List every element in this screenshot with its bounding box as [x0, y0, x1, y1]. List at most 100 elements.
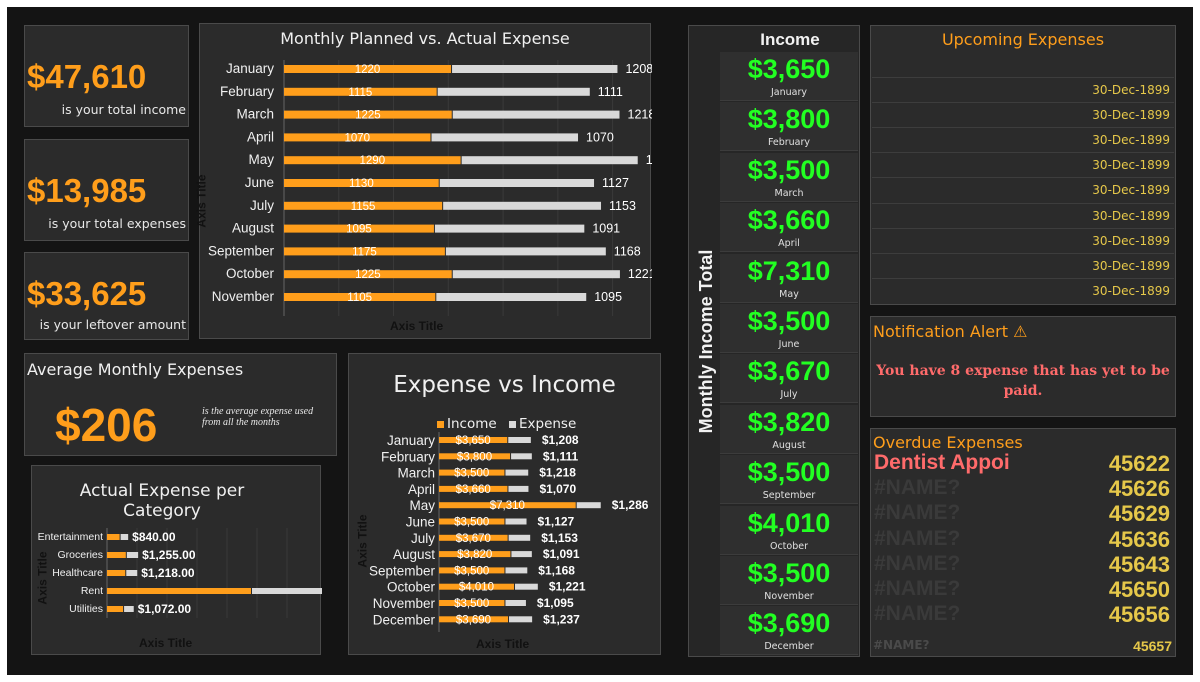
chart1-actual-label: 1070 [586, 130, 614, 144]
income-cell: $3,500 March [720, 152, 858, 202]
chart2-income-label: $3,800 [457, 451, 492, 463]
income-cell-value: $3,500 [747, 154, 831, 185]
income-cell: $3,670 July [720, 354, 858, 404]
chart2-expense-bar [514, 583, 538, 590]
chart2-expense-bar [576, 502, 601, 509]
chart3-y-axis-title: Axis Title [35, 551, 50, 605]
chart1-title: Monthly Planned vs. Actual Expense [280, 29, 570, 48]
chart3-bar-actual [107, 588, 251, 594]
chart1-actual-bar [461, 156, 638, 165]
chart3-category-label: Entertainment [38, 531, 103, 543]
chart2-category-label: January [387, 433, 435, 448]
chart2-expense-bar [505, 600, 526, 606]
overdue-expense-name: Dentist Appoi [874, 451, 1010, 474]
total-expenses-value: $13,985 [27, 172, 147, 209]
overdue-expense-number: 45656 [1108, 602, 1170, 628]
chart1-category-label: March [236, 107, 274, 122]
chart3-x-axis-title: Axis Title [139, 636, 193, 650]
warning-icon: ⚠ [1013, 322, 1028, 341]
chart1-actual-label: 1091 [592, 222, 620, 236]
chart2-expense-label: $1,221 [549, 580, 586, 594]
total-income-caption: is your total income [61, 102, 186, 117]
chart2-category-label: November [373, 596, 436, 611]
chart2-income-bar [439, 616, 509, 623]
chart1-actual-label: 1111 [598, 85, 623, 99]
chart2-expense-bar [511, 551, 532, 558]
overdue-last-row: #NAME? 45657 [871, 635, 1175, 657]
chart3-bar-actual [107, 552, 126, 558]
chart2-income-label: $3,670 [456, 533, 491, 545]
chart1-actual-bar [452, 65, 618, 73]
notification-message: You have 8 expense that has yet to be pa… [876, 363, 1170, 399]
chart2-expense-bar [505, 518, 527, 525]
chart2-title: Expense vs Income [393, 372, 616, 398]
chart2-income-bar [439, 469, 505, 476]
chart2-income-bar [439, 567, 505, 574]
upcoming-expense-date: 30-Dec-1899 [1092, 283, 1170, 298]
overdue-expense-name: #NAME? [874, 602, 961, 626]
leftover-card: $33,625 is your leftover amount [24, 252, 189, 340]
chart3-category-label: Groceries [57, 549, 103, 561]
overdue-expense-row: #NAME? 45650 [872, 577, 1174, 602]
chart2-income-bar [439, 453, 511, 460]
income-cell-value: $3,690 [747, 608, 831, 639]
chart1-planned-bar [284, 87, 437, 96]
income-cell: $3,660 April [720, 203, 858, 253]
chart2-income-bar [439, 502, 576, 509]
chart3-category-label: Utilities [69, 603, 103, 615]
income-cell-value: $3,500 [747, 306, 831, 336]
chart2-income-label: $3,820 [457, 549, 492, 561]
chart2-income-label: $7,310 [490, 500, 525, 512]
chart1-category-label: January [226, 61, 274, 76]
overdue-expense-row: #NAME? 45629 [872, 501, 1174, 526]
chart1-category-label: May [248, 152, 274, 167]
total-income-card: $47,610 is your total income [24, 25, 189, 127]
planned-vs-actual-chart: January 1220 1208 February 1115 1111 March 1225… [195, 23, 652, 339]
chart2-income-label: $3,690 [456, 614, 491, 626]
overdue-expense-name: #NAME? [874, 501, 961, 525]
chart1-actual-label: 1221 [628, 267, 652, 281]
upcoming-expense-date: 30-Dec-1899 [1092, 258, 1170, 273]
upcoming-expense-row: 30-Dec-1899 [872, 177, 1174, 201]
chart2-income-label: $3,500 [454, 517, 489, 529]
chart1-planned-bar [284, 179, 439, 187]
chart1-actual-bar [439, 179, 595, 187]
income-cell: $3,500 November [720, 556, 858, 605]
chart1-planned-bar [284, 65, 452, 73]
upcoming-expense-row: 30-Dec-1899 [872, 127, 1174, 151]
upcoming-expense-date: 30-Dec-1899 [1092, 83, 1170, 97]
chart2-expense-bar [508, 534, 531, 541]
overdue-last-num: 45657 [1133, 638, 1172, 654]
upcoming-expense-row: 30-Dec-1899 [872, 277, 1174, 302]
income-cell-value: $3,820 [747, 406, 831, 437]
income-cell: $3,500 September [720, 455, 858, 505]
chart3-value-label: $1,072.00 [138, 602, 192, 616]
income-header: Income [760, 30, 820, 49]
income-cell-month: November [764, 591, 814, 602]
chart2-income-bar [439, 551, 511, 558]
chart1-actual-label: 1127 [602, 176, 629, 190]
chart2-category-label: March [397, 466, 435, 481]
chart1-planned-bar [284, 270, 452, 279]
chart2-category-label: October [387, 580, 436, 595]
upcoming-expense-date: 30-Dec-1899 [1092, 133, 1170, 148]
upcoming-expense-date: 30-Dec-1899 [1092, 208, 1170, 223]
chart1-actual-label: 1218 [628, 108, 652, 122]
chart1-planned-label: 1175 [352, 246, 377, 258]
chart2-expense-label: $1,091 [543, 547, 580, 561]
chart2-expense-bar [508, 437, 531, 443]
income-cell-value: $7,310 [747, 255, 831, 286]
average-caption-line-2: from all the months [202, 417, 280, 428]
upcoming-expense-date: 30-Dec-1899 [1092, 108, 1170, 123]
total-expenses-card: $13,985 is your total expenses [24, 139, 189, 241]
income-cell-value: $3,660 [747, 205, 831, 236]
overdue-expense-number: 45650 [1108, 577, 1170, 602]
chart3-value-label: $840.00 [132, 530, 176, 544]
chart3-value-label: $1,218.00 [141, 566, 195, 580]
chart2-category-label: May [409, 498, 435, 513]
chart2-expense-label: $1,111 [543, 449, 579, 463]
chart2-category-label: September [369, 563, 436, 578]
chart1-category-label: August [232, 221, 274, 236]
chart3-category-label: Rent [81, 585, 103, 597]
chart2-income-label: $3,500 [454, 598, 489, 610]
